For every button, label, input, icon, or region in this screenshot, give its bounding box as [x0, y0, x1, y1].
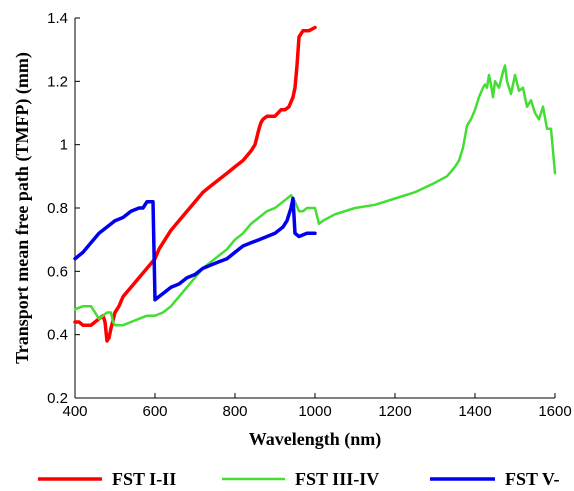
y-tick-label: 0.8: [47, 200, 68, 217]
y-tick-label: 1.4: [47, 10, 68, 27]
x-tick-label: 400: [62, 403, 87, 420]
y-tick-label: 1.2: [47, 73, 68, 90]
y-tick-label: 0.2: [47, 390, 68, 407]
x-tick-label: 1000: [298, 403, 331, 420]
legend-label-2: FST III-IV: [295, 469, 379, 489]
series-line-1: [73, 25, 317, 343]
x-tick-label: 1600: [538, 403, 571, 420]
x-tick-label: 600: [142, 403, 167, 420]
y-axis-title: Transport mean free path (TMFP) (mm): [12, 52, 33, 364]
x-axis-title: Wavelength (nm): [249, 429, 382, 450]
y-tick-label: 1: [60, 137, 68, 154]
series-layer: [73, 25, 557, 343]
x-tick-label: 800: [222, 403, 247, 420]
legend: FST I-II FST III-IV FST V-: [38, 469, 560, 489]
y-tick-label: 0.4: [47, 327, 68, 344]
legend-label-3: FST V-: [505, 469, 560, 489]
x-tick-label: 1200: [378, 403, 411, 420]
legend-label-1: FST I-II: [112, 469, 176, 489]
axes: 400 600 800 1000 1200 1400 1600 0.2 0.4 0.6 0.8 1 1.…: [47, 10, 572, 420]
series-line-3: [73, 196, 317, 302]
y-tick-label: 0.6: [47, 263, 68, 280]
x-tick-label: 1400: [458, 403, 491, 420]
series-line-2: [73, 64, 557, 327]
